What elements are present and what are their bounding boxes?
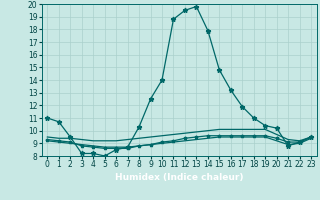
Text: Humidex (Indice chaleur): Humidex (Indice chaleur) [115, 173, 244, 182]
